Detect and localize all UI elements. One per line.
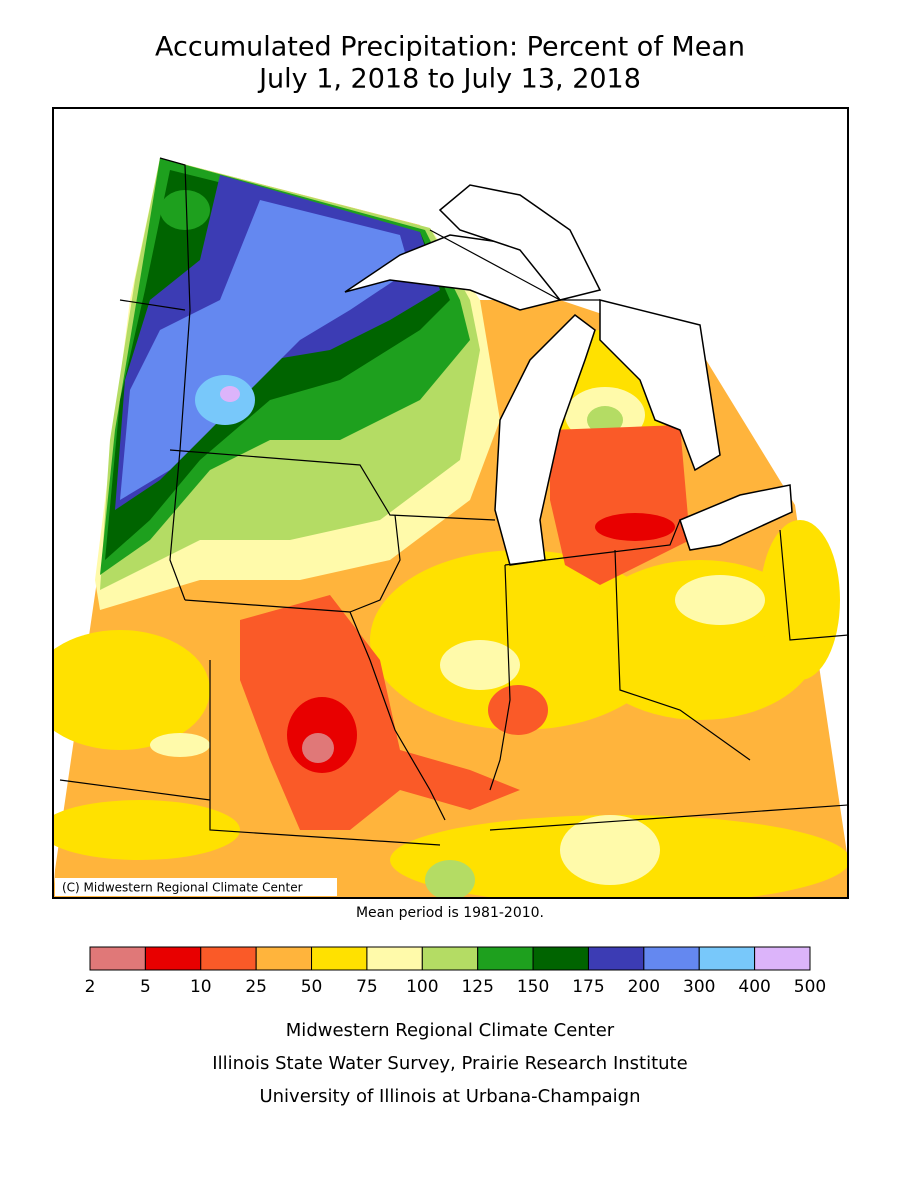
legend-swatch — [311, 946, 368, 971]
precip-region — [54, 630, 210, 750]
footer-line: Midwestern Regional Climate Center — [286, 1020, 615, 1041]
precip-region — [240, 595, 520, 830]
legend-swatch — [698, 946, 756, 971]
state-border — [489, 804, 847, 831]
precip-region — [150, 733, 210, 757]
map-frame — [52, 107, 849, 899]
state-border — [489, 564, 511, 791]
legend-label: 25 — [245, 977, 267, 997]
state-border — [614, 549, 751, 761]
legend-label: 10 — [190, 977, 212, 997]
legend-label: 75 — [356, 977, 378, 997]
legend: 2 5 10 25 50 75 100 125 150 175 200 300 400 500 — [85, 946, 826, 997]
legend-label: 400 — [738, 977, 770, 997]
state-border — [159, 157, 191, 601]
legend-label: 125 — [461, 977, 493, 997]
legend-swatch — [754, 946, 811, 971]
precip-region — [425, 860, 475, 897]
precip-region — [220, 386, 240, 402]
legend-swatch — [200, 946, 257, 971]
legend-label: 100 — [406, 977, 438, 997]
subtitle: July 1, 2018 to July 13, 2018 — [257, 64, 641, 95]
state-border — [429, 229, 600, 301]
precip-region — [160, 190, 210, 230]
legend-swatch — [421, 946, 479, 971]
precip-region — [440, 640, 520, 690]
legend-swatch — [532, 946, 589, 971]
state-border — [184, 599, 446, 821]
precip-region — [760, 520, 840, 680]
map — [54, 157, 847, 897]
state-border — [504, 519, 681, 566]
state-border — [779, 529, 847, 641]
legend-swatch — [255, 946, 313, 971]
lake — [679, 484, 793, 551]
legend-swatch — [89, 946, 146, 971]
footer-line: Illinois State Water Survey, Prairie Res… — [212, 1053, 687, 1074]
state-border — [209, 660, 441, 846]
precip-region — [560, 815, 660, 885]
precip-region — [595, 513, 675, 541]
legend-label: 2 — [85, 977, 96, 997]
legend-label: 50 — [301, 977, 323, 997]
title: Accumulated Precipitation: Percent of Me… — [155, 32, 745, 63]
precip-region — [120, 200, 410, 500]
legend-label: 5 — [140, 977, 151, 997]
state-border — [169, 449, 496, 521]
legend-label: 300 — [683, 977, 715, 997]
precip-region — [675, 575, 765, 625]
copyright: (C) Midwestern Regional Climate Center — [62, 881, 303, 895]
footer-line: University of Illinois at Urbana-Champai… — [259, 1086, 640, 1107]
legend-label: 500 — [794, 977, 826, 997]
state-border — [119, 299, 186, 311]
legend-swatch — [477, 946, 534, 971]
legend-label: 175 — [572, 977, 604, 997]
lake — [438, 184, 602, 301]
lake — [494, 314, 596, 566]
precip-region — [488, 685, 548, 735]
precip-region — [550, 425, 690, 585]
legend-swatch — [366, 946, 423, 971]
legend-swatch — [643, 946, 700, 971]
mean-period-note: Mean period is 1981-2010. — [356, 905, 544, 921]
state-border — [59, 779, 211, 801]
precip-region — [302, 733, 334, 763]
copyright-box — [55, 878, 337, 896]
precip-region — [54, 800, 240, 860]
lake — [599, 299, 721, 472]
legend-swatch — [144, 946, 202, 971]
legend-label: 200 — [628, 977, 660, 997]
legend-swatch — [587, 946, 645, 971]
legend-label: 150 — [517, 977, 549, 997]
precip-region — [587, 406, 623, 434]
state-border — [349, 514, 401, 613]
precip-region — [370, 550, 670, 730]
